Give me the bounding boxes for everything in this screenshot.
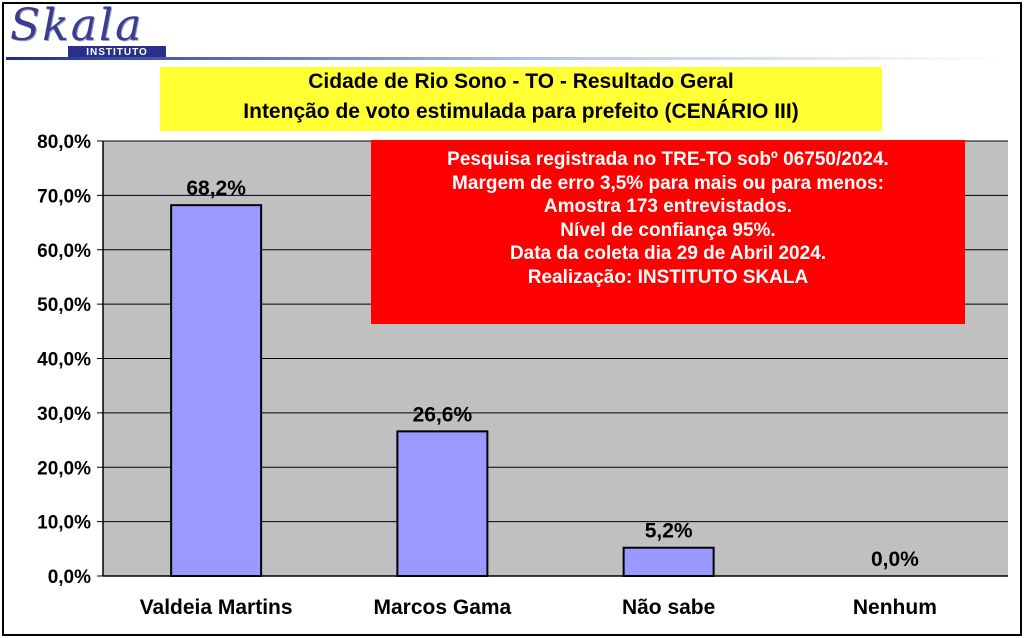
x-category-label: Valdeia Martins (140, 596, 293, 619)
info-line-author: Realização: INSTITUTO SKALA (527, 266, 809, 288)
logo-underline (6, 57, 1012, 60)
y-tick-label: 20,0% (37, 458, 91, 479)
info-line-confidence: Nível de confiança 95%. (560, 219, 776, 241)
logo-tag: INSTITUTO (68, 46, 166, 59)
x-category-label: Nenhum (853, 596, 937, 619)
x-category-label: Marcos Gama (374, 596, 512, 619)
y-tick-label: 60,0% (37, 241, 91, 262)
bar (396, 430, 489, 577)
data-label: 68,2% (186, 177, 246, 200)
y-tick-label: 70,0% (37, 186, 91, 207)
data-label: 0,0% (871, 548, 919, 571)
title-line-1: Cidade de Rio Sono - TO - Resultado Gera… (308, 70, 734, 93)
y-tick-label: 50,0% (37, 295, 91, 316)
y-tick-label: 30,0% (37, 404, 91, 425)
skala-logo: Skala INSTITUTO (8, 0, 168, 60)
bar (170, 204, 263, 577)
logo-wordmark: Skala (10, 0, 144, 51)
x-category-label: Não sabe (622, 596, 715, 619)
chart-title: Cidade de Rio Sono - TO - Resultado Gera… (160, 67, 882, 131)
bar (622, 546, 715, 577)
data-label: 26,6% (413, 403, 473, 426)
y-tick-label: 40,0% (37, 350, 91, 371)
info-line-registration: Pesquisa registrada no TRE-TO sobº 06750… (447, 149, 889, 170)
data-label: 5,2% (645, 520, 693, 543)
y-tick-label: 10,0% (37, 513, 91, 534)
y-tick-label: 0,0% (48, 567, 91, 588)
y-tick-label: 80,0% (37, 132, 91, 153)
title-line-2: Intenção de voto estimulada para prefeit… (243, 100, 799, 123)
info-line-sample: Amostra 173 entrevistados. (543, 196, 793, 217)
info-line-margin: Margem de erro 3,5% para mais ou para me… (452, 172, 884, 194)
info-line-date: Data da coleta dia 29 de Abril 2024. (509, 243, 827, 264)
survey-info-box: Pesquisa registrada no TRE-TO sobº 06750… (371, 140, 965, 324)
